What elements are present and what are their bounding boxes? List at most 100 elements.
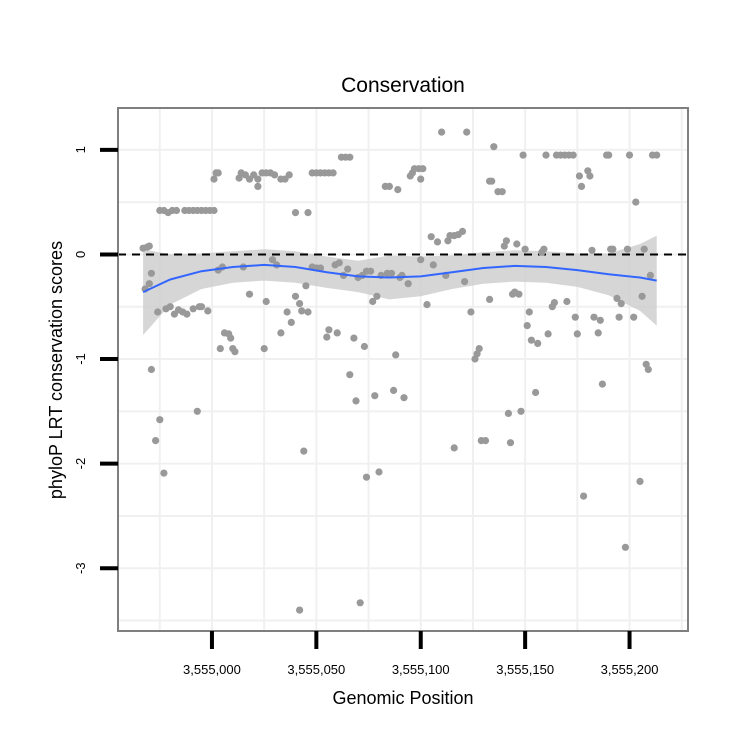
data-point (653, 151, 661, 159)
data-point (189, 305, 197, 313)
data-point (369, 297, 377, 306)
data-point (277, 329, 285, 337)
data-point (193, 407, 201, 415)
data-point (285, 171, 293, 179)
data-point (385, 182, 393, 190)
data-point (488, 177, 496, 185)
data-point (371, 392, 379, 400)
data-point (621, 543, 630, 551)
data-point (291, 209, 300, 217)
data-point (254, 175, 262, 183)
data-point (571, 313, 579, 321)
y-tick-label: -2 (73, 458, 88, 470)
data-point (623, 245, 632, 253)
data-point (304, 209, 312, 217)
data-point (577, 182, 586, 190)
data-point (636, 477, 644, 485)
data-point (210, 175, 218, 183)
data-point (586, 172, 594, 180)
data-point (373, 292, 381, 300)
data-point (588, 246, 596, 254)
data-point (513, 240, 521, 248)
data-point (227, 334, 235, 342)
data-point (298, 307, 306, 315)
data-point (350, 334, 358, 342)
data-point (630, 313, 638, 321)
data-point (316, 264, 325, 272)
data-point (458, 227, 467, 235)
data-point (575, 172, 584, 180)
data-point (231, 348, 239, 356)
x-tick-label: 3,555,100 (392, 662, 450, 677)
data-point (542, 151, 550, 159)
data-point (638, 292, 646, 300)
y-tick-label: 0 (73, 251, 88, 258)
data-point (304, 308, 312, 316)
data-point (245, 290, 254, 298)
data-point (390, 386, 398, 394)
data-point (563, 297, 571, 306)
data-point (540, 245, 548, 253)
data-point (640, 245, 648, 253)
data-point (145, 242, 153, 250)
data-point (517, 407, 525, 415)
data-point (204, 307, 212, 315)
data-point (333, 329, 341, 337)
data-point (423, 301, 431, 309)
data-point (596, 316, 604, 324)
data-point (404, 280, 412, 288)
data-point (429, 261, 437, 269)
data-point (463, 128, 471, 136)
data-point (166, 303, 174, 311)
data-point (506, 439, 515, 447)
data-point (646, 271, 655, 279)
data-point (160, 469, 168, 477)
data-point (486, 295, 494, 303)
data-point (534, 339, 542, 347)
data-point (521, 245, 529, 253)
data-point (344, 265, 352, 273)
data-point (296, 606, 304, 614)
data-point (260, 345, 268, 353)
data-point (498, 188, 506, 196)
data-point (216, 345, 224, 353)
data-point (296, 300, 304, 308)
data-point (438, 128, 446, 136)
data-point (147, 365, 155, 374)
data-point (154, 308, 162, 316)
data-point (287, 318, 295, 326)
data-point (271, 171, 279, 179)
data-point (367, 267, 375, 275)
data-point (550, 299, 559, 307)
data-point (615, 313, 623, 321)
data-point (356, 599, 364, 607)
y-tick-label: 1 (73, 146, 88, 153)
data-point (214, 169, 222, 177)
data-point (461, 278, 469, 286)
data-point (417, 256, 425, 264)
data-point (644, 365, 652, 374)
data-point (360, 342, 368, 351)
data-point (632, 198, 640, 206)
data-point (502, 237, 510, 245)
y-axis-label: phyloP LRT conservation scores (46, 241, 66, 499)
data-point (590, 313, 598, 321)
data-point (352, 397, 360, 405)
data-point (323, 333, 331, 341)
chart-title: Conservation (341, 74, 465, 97)
data-point (325, 326, 333, 334)
data-point (580, 492, 588, 500)
data-point (147, 269, 155, 277)
data-point (519, 151, 527, 159)
data-point (197, 303, 206, 311)
grid-lines (118, 108, 688, 631)
data-point (254, 182, 262, 190)
data-point (598, 380, 607, 388)
data-point (392, 351, 400, 359)
data-point (152, 437, 160, 445)
y-tick-label: -3 (73, 562, 88, 574)
data-point (609, 245, 617, 253)
loess-smooth-line (142, 263, 657, 294)
data-point (525, 308, 533, 316)
